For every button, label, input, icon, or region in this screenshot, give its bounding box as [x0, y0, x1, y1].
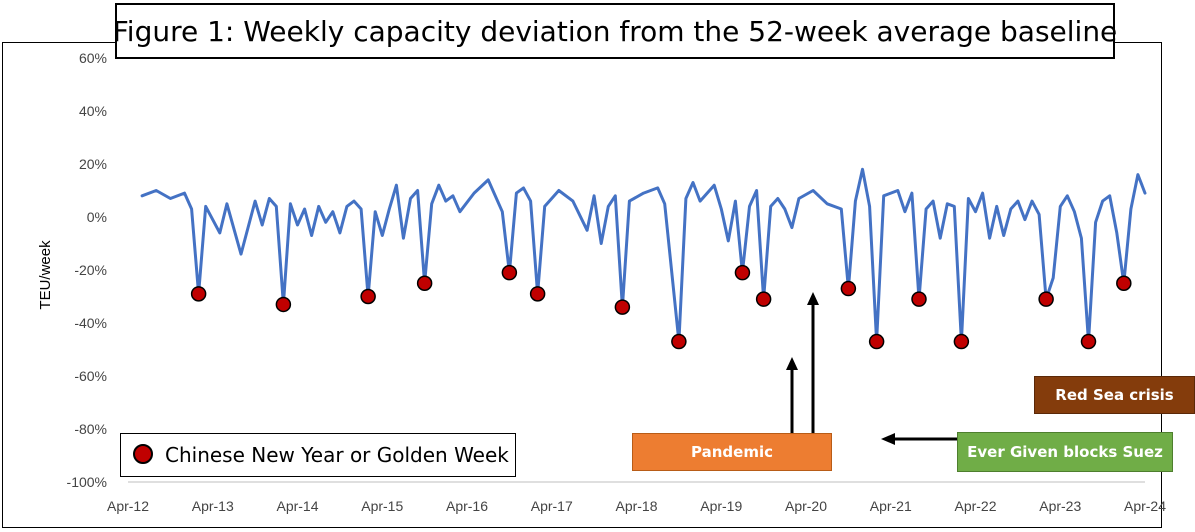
red-sea-annotation: Red Sea crisis	[1034, 376, 1195, 414]
x-tick-label: Apr-12	[107, 498, 149, 514]
y-tick-label: 60%	[79, 50, 107, 66]
cny-marker	[868, 333, 885, 350]
y-tick-label: 40%	[79, 103, 107, 119]
x-tick-label: Apr-16	[446, 498, 488, 514]
ever-given-annotation: Ever Given blocks Suez	[957, 432, 1173, 472]
cny-marker	[501, 264, 518, 281]
cny-marker	[360, 288, 376, 305]
x-tick-label: Apr-24	[1124, 498, 1166, 514]
x-tick-label: Apr-22	[954, 498, 996, 514]
cny-marker	[416, 275, 433, 291]
cny-marker	[1038, 291, 1054, 307]
y-tick-label: -40%	[74, 315, 107, 331]
x-tick-label: Apr-17	[531, 498, 573, 514]
cny-golden-week-markers	[190, 264, 1132, 350]
x-tick-label: Apr-14	[276, 498, 318, 514]
ever-given-arrowhead	[881, 433, 895, 445]
x-tick-label: Apr-15	[361, 498, 403, 514]
y-tick-label: 20%	[79, 156, 107, 172]
cny-marker	[840, 280, 857, 297]
chart-title: Figure 1: Weekly capacity deviation from…	[112, 14, 1118, 48]
annotation-arrows	[786, 292, 957, 445]
capacity-deviation-line	[140, 167, 1147, 344]
x-tick-label: Apr-20	[785, 498, 827, 514]
legend-label: Chinese New Year or Golden Week	[165, 443, 509, 467]
y-axis-ticks: -100% -80% -60% -40% -20% 0% 20% 40% 60%	[67, 50, 107, 490]
x-tick-label: Apr-13	[192, 498, 234, 514]
y-tick-label: -100%	[67, 474, 107, 490]
pandemic-annotation: Pandemic	[632, 433, 832, 471]
cny-marker	[190, 286, 207, 302]
y-tick-label: -20%	[74, 262, 107, 278]
y-axis-label: TEU/week	[37, 240, 54, 310]
y-tick-label: -60%	[74, 368, 107, 384]
cny-marker	[755, 291, 772, 307]
x-tick-label: Apr-19	[700, 498, 742, 514]
legend: Chinese New Year or Golden Week	[120, 433, 516, 477]
cny-marker	[529, 286, 546, 302]
x-tick-label: Apr-18	[615, 498, 657, 514]
cny-marker	[671, 333, 687, 350]
cny-marker	[953, 333, 970, 350]
cny-marker	[614, 299, 631, 315]
cny-marker	[734, 264, 751, 281]
x-tick-label: Apr-21	[870, 498, 912, 514]
pandemic-arrowhead-1	[786, 357, 798, 370]
x-axis-ticks: Apr-12 Apr-13 Apr-14 Apr-15 Apr-16 Apr-17 Apr-…	[107, 498, 1166, 514]
x-tick-label: Apr-23	[1039, 498, 1081, 514]
legend-marker-icon	[133, 444, 153, 464]
cny-marker	[911, 291, 927, 307]
cny-marker	[1080, 333, 1097, 350]
cny-marker	[275, 296, 292, 313]
cny-marker	[1116, 275, 1132, 291]
pandemic-arrowhead-2	[807, 292, 819, 305]
chart-title-box: Figure 1: Weekly capacity deviation from…	[112, 3, 1118, 59]
y-tick-label: 0%	[87, 209, 107, 225]
y-tick-label: -80%	[74, 421, 107, 437]
